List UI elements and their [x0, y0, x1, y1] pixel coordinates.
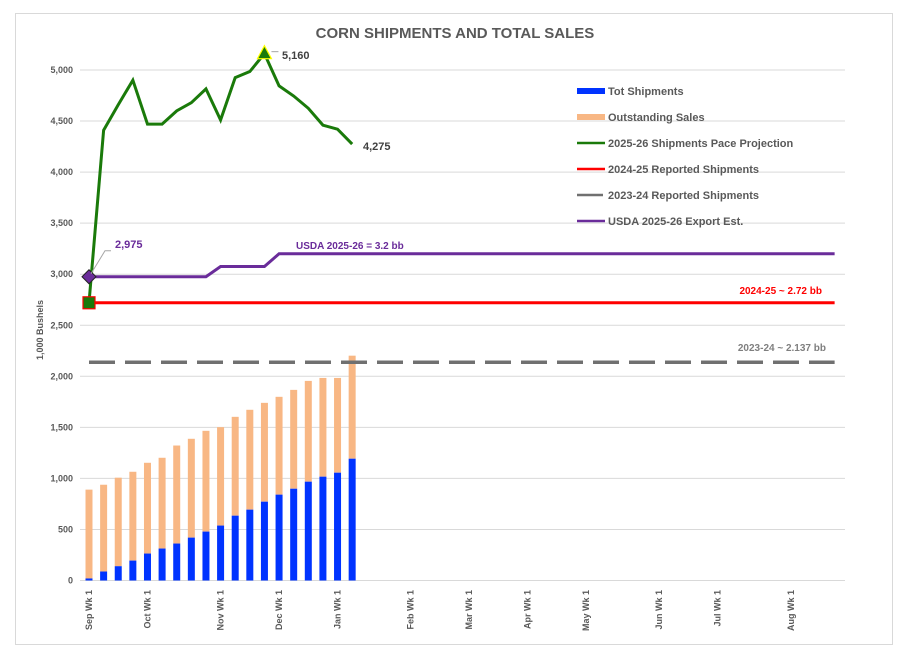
y-tick-label: 500 — [58, 524, 73, 534]
bar-outstanding-sales — [319, 377, 327, 477]
y-axis-label: 1,000 Bushels — [35, 300, 45, 360]
bar-tot-shipments — [85, 578, 93, 581]
bar-tot-shipments — [334, 472, 342, 581]
legend-swatch — [577, 88, 605, 94]
bar-tot-shipments — [246, 509, 254, 581]
legend-label: USDA 2025-26 Export Est. — [608, 216, 743, 228]
annotation-usda: USDA 2025-26 = 3.2 bb — [296, 241, 404, 252]
x-tick-label: Apr Wk 1 — [523, 590, 533, 629]
x-tick-label: Mar Wk 1 — [464, 590, 474, 630]
bar-outstanding-sales — [158, 457, 166, 549]
legend-label: 2025-26 Shipments Pace Projection — [608, 138, 794, 150]
y-tick-label: 0 — [68, 576, 73, 586]
bar-tot-shipments — [129, 560, 137, 581]
bar-outstanding-sales — [187, 438, 195, 538]
bar-outstanding-sales — [304, 380, 312, 482]
bar-tot-shipments — [158, 548, 166, 581]
bar-tot-shipments — [217, 525, 225, 581]
bar-tot-shipments — [173, 543, 181, 581]
y-tick-label: 2,500 — [50, 320, 73, 330]
legend-label: 2023-24 Reported Shipments — [608, 190, 759, 202]
bar-outstanding-sales — [114, 477, 122, 567]
bar-tot-shipments — [143, 553, 151, 581]
bar-tot-shipments — [290, 488, 298, 581]
line-pace-projection — [87, 50, 354, 303]
usda-diamond-marker — [81, 269, 97, 285]
y-tick-label: 5,000 — [50, 65, 73, 75]
bar-tot-shipments — [187, 537, 195, 581]
x-tick-label: Aug Wk 1 — [786, 590, 796, 631]
annotation-usda-start: 2,975 — [115, 239, 143, 251]
bar-outstanding-sales — [100, 484, 108, 572]
y-tick-label: 4,500 — [50, 116, 73, 126]
legend-label: Outstanding Sales — [608, 112, 705, 124]
x-tick-label: Dec Wk 1 — [274, 590, 284, 630]
bar-tot-shipments — [275, 494, 283, 581]
legend-label: Tot Shipments — [608, 86, 684, 98]
bar-tot-shipments — [304, 481, 312, 581]
legend-label: 2024-25 Reported Shipments — [608, 164, 759, 176]
x-tick-label: Jul Wk 1 — [713, 590, 723, 627]
y-tick-label: 1,000 — [50, 473, 73, 483]
bar-tot-shipments — [319, 476, 327, 581]
bar-outstanding-sales — [173, 445, 181, 544]
x-tick-label: Sep Wk 1 — [84, 590, 94, 630]
y-tick-label: 1,500 — [50, 422, 73, 432]
chart-title: CORN SHIPMENTS AND TOTAL SALES — [316, 25, 595, 42]
bar-tot-shipments — [114, 566, 122, 581]
bar-outstanding-sales — [348, 355, 356, 459]
start-square-marker — [82, 296, 96, 310]
annotation-last: 4,275 — [363, 141, 391, 153]
y-tick-labels: 0 500 1,000 1,500 2,000 2,500 3,000 3,500 4,000 4… — [50, 65, 73, 586]
bar-outstanding-sales — [246, 409, 254, 510]
markers — [81, 44, 279, 310]
peak-triangle-marker — [256, 44, 273, 60]
y-tick-label: 3,500 — [50, 218, 73, 228]
y-tick-label: 2,000 — [50, 371, 73, 381]
annotation-peak: 5,160 — [282, 50, 310, 62]
line-usda-export-est — [89, 252, 835, 279]
bar-outstanding-sales — [217, 427, 225, 526]
y-tick-label: 4,000 — [50, 167, 73, 177]
usda-label-leader — [90, 250, 111, 275]
x-tick-label: Oct Wk 1 — [142, 590, 152, 629]
bar-outstanding-sales — [129, 471, 137, 561]
bar-outstanding-sales — [275, 396, 283, 495]
bar-outstanding-sales — [231, 416, 239, 516]
annotation-red: 2024-25 ~ 2.72 bb — [739, 286, 822, 297]
bar-outstanding-sales — [85, 489, 93, 579]
annotations: 5,160 4,275 2,975 USDA 2025-26 = 3.2 bb … — [115, 50, 826, 354]
y-tick-label: 3,000 — [50, 269, 73, 279]
x-tick-label: May Wk 1 — [581, 590, 591, 631]
bar-tot-shipments — [202, 531, 210, 581]
bar-tot-shipments — [348, 458, 356, 581]
legend-swatch — [577, 114, 605, 120]
bar-outstanding-sales — [334, 377, 342, 473]
annotation-gray: 2023-24 ~ 2.137 bb — [738, 343, 826, 354]
x-tick-label: Nov Wk 1 — [216, 590, 226, 631]
x-tick-label: Jan Wk 1 — [333, 590, 343, 629]
bars — [85, 355, 356, 581]
bar-tot-shipments — [260, 501, 268, 581]
x-tick-label: Jun Wk 1 — [654, 590, 664, 630]
x-tick-label: Feb Wk 1 — [406, 590, 416, 630]
bar-outstanding-sales — [260, 402, 268, 502]
bar-outstanding-sales — [202, 430, 210, 532]
bar-tot-shipments — [231, 515, 239, 581]
lines — [87, 50, 835, 365]
bar-outstanding-sales — [290, 389, 298, 489]
bar-outstanding-sales — [143, 462, 151, 554]
legend: Tot Shipments Outstanding Sales 2025-26 Sh… — [577, 86, 794, 228]
bar-tot-shipments — [100, 571, 108, 581]
x-tick-labels: Sep Wk 1 Oct Wk 1 Nov Wk 1 Dec Wk 1 Jan Wk 1… — [84, 590, 796, 631]
